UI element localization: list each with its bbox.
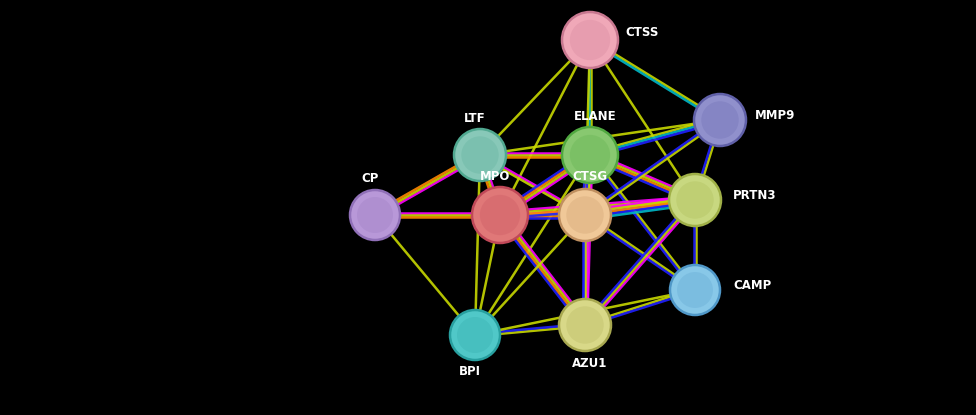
Text: AZU1: AZU1 [572, 357, 608, 370]
Circle shape [566, 196, 604, 234]
Circle shape [669, 174, 721, 226]
Text: CTSS: CTSS [625, 25, 659, 39]
Circle shape [357, 197, 393, 233]
Text: ELANE: ELANE [574, 110, 616, 123]
Text: CTSG: CTSG [573, 170, 608, 183]
Circle shape [457, 317, 493, 353]
Circle shape [454, 129, 506, 181]
Text: CP: CP [361, 172, 379, 185]
Circle shape [462, 136, 499, 174]
Circle shape [670, 265, 720, 315]
Circle shape [562, 127, 618, 183]
Circle shape [702, 101, 739, 139]
Circle shape [350, 190, 400, 240]
Circle shape [559, 299, 611, 351]
Circle shape [562, 12, 618, 68]
Text: LTF: LTF [465, 112, 486, 125]
Circle shape [472, 187, 528, 243]
Circle shape [694, 94, 746, 146]
Circle shape [570, 20, 610, 60]
Circle shape [480, 195, 520, 235]
Text: PRTN3: PRTN3 [733, 188, 777, 202]
Circle shape [676, 181, 713, 219]
Text: BPI: BPI [459, 365, 481, 378]
Circle shape [677, 272, 713, 308]
Circle shape [559, 189, 611, 241]
Circle shape [570, 135, 610, 175]
Text: MMP9: MMP9 [755, 108, 795, 122]
Text: MPO: MPO [480, 170, 510, 183]
Text: CAMP: CAMP [733, 278, 771, 291]
Circle shape [450, 310, 500, 360]
Circle shape [566, 306, 604, 344]
